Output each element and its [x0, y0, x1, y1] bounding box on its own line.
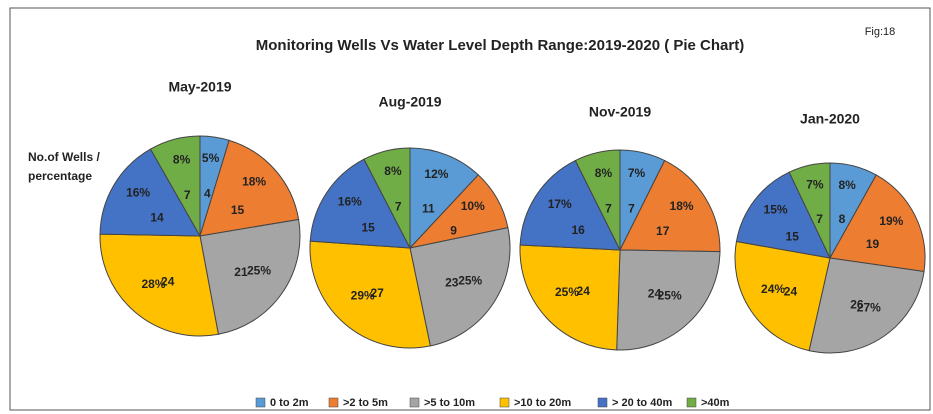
percent-label: 16%	[338, 195, 362, 209]
percent-label: 8%	[839, 178, 857, 192]
value-label: 26	[850, 297, 864, 311]
pie-slice	[808, 257, 925, 354]
value-label: 19	[866, 237, 880, 251]
legend-label: >5 to 10m	[424, 397, 475, 409]
percent-label: 10%	[461, 199, 485, 213]
pie-slice	[363, 147, 411, 249]
legend-swatch	[328, 397, 339, 408]
value-label: 14	[150, 211, 164, 225]
pie-slice	[829, 174, 926, 273]
percent-label: 19%	[879, 214, 903, 228]
pie-slice	[735, 171, 831, 259]
pie-slice	[519, 159, 621, 251]
value-label: 7	[395, 200, 402, 214]
value-label: 9	[450, 224, 457, 238]
legend-swatch	[255, 397, 266, 408]
pie-slice	[199, 139, 300, 237]
legend-label: 0 to 2m	[270, 397, 309, 409]
legend-swatch	[686, 397, 697, 408]
pie-slice	[619, 159, 721, 253]
legend-label: >10 to 20m	[514, 397, 571, 409]
pie-slice	[409, 227, 511, 347]
pie-title: Nov-2019	[589, 104, 651, 120]
percent-label: 25%	[555, 285, 579, 299]
pie-slice	[199, 218, 301, 335]
pie-title: Aug-2019	[378, 94, 441, 110]
pie-slice	[309, 240, 431, 349]
value-label: 21	[234, 265, 248, 279]
percent-label: 8%	[595, 166, 613, 180]
value-label: 7	[816, 212, 823, 226]
legend-label: >2 to 5m	[343, 397, 388, 409]
value-label: 8	[839, 212, 846, 226]
value-label: 11	[422, 202, 435, 216]
value-label: 24	[161, 274, 175, 288]
value-label: 7	[605, 202, 612, 216]
value-label: 7	[628, 202, 635, 216]
value-label: 24	[784, 284, 798, 298]
percent-label: 18%	[242, 175, 266, 189]
percent-label: 25%	[247, 263, 271, 277]
value-label: 27	[370, 286, 384, 300]
legend-label: >40m	[701, 397, 730, 409]
value-label: 15	[231, 203, 245, 217]
pie-slice	[734, 240, 831, 352]
percent-label: 5%	[202, 151, 220, 165]
pie-slice	[616, 249, 721, 351]
percent-label: 29%	[351, 288, 375, 302]
percent-label: 27%	[857, 301, 881, 315]
value-label: 15	[362, 221, 376, 235]
legend-swatch	[409, 397, 420, 408]
percent-label: 25%	[658, 288, 682, 302]
pie-slice	[519, 244, 621, 351]
pie-slice	[574, 149, 621, 251]
value-label: 7	[184, 188, 191, 202]
percent-label: 16%	[126, 185, 150, 199]
note-line: percentage	[28, 169, 92, 183]
pie-title: May-2019	[168, 79, 231, 95]
percent-label: 7%	[806, 177, 824, 191]
percent-label: 15%	[764, 203, 788, 217]
value-label: 24	[577, 284, 591, 298]
percent-label: 7%	[628, 166, 646, 180]
pie-slice	[99, 233, 219, 337]
value-label: 15	[786, 229, 800, 243]
pie-slice	[788, 162, 831, 259]
legend-swatch	[597, 397, 608, 408]
percent-label: 28%	[141, 277, 165, 291]
percent-label: 12%	[424, 167, 448, 181]
pie-title: Jan-2020	[800, 111, 860, 127]
value-label: 4	[204, 187, 211, 201]
percent-label: 24%	[761, 282, 785, 296]
percent-label: 17%	[548, 197, 572, 211]
note-line: No.of Wells /	[28, 150, 100, 164]
value-label: 24	[648, 286, 662, 300]
value-label: 23	[445, 276, 459, 290]
pie-slice	[309, 158, 411, 249]
value-label: 16	[571, 223, 585, 237]
percent-label: 8%	[384, 164, 402, 178]
percent-label: 18%	[670, 199, 694, 213]
pie-slice	[409, 147, 479, 250]
percent-label: 25%	[458, 274, 482, 288]
pie-slice	[99, 148, 201, 237]
value-label: 17	[656, 224, 670, 238]
figure-title: Monitoring Wells Vs Water Level Depth Ra…	[256, 37, 744, 54]
legend-swatch	[499, 397, 510, 408]
figure-label: Fig:18	[865, 26, 896, 38]
percent-label: 8%	[173, 153, 191, 167]
pie-slice	[149, 135, 201, 238]
legend-label: > 20 to 40m	[612, 397, 672, 409]
